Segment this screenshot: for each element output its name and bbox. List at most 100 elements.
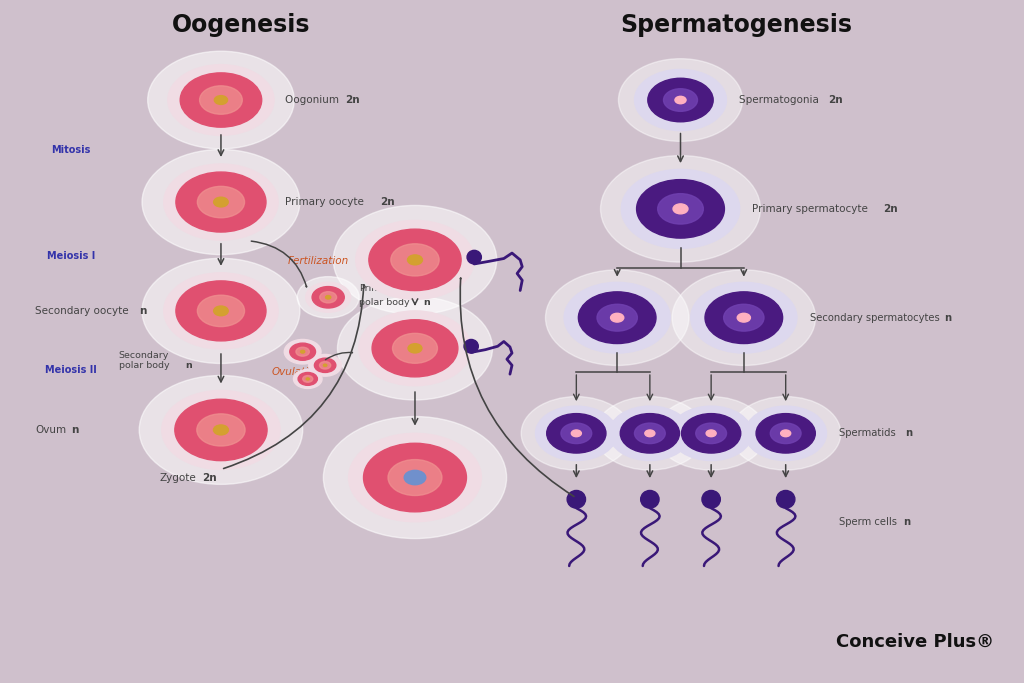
Circle shape	[139, 376, 303, 484]
Circle shape	[309, 354, 341, 376]
Circle shape	[621, 414, 680, 453]
Circle shape	[561, 423, 592, 443]
Text: n: n	[423, 298, 430, 307]
Circle shape	[306, 378, 309, 380]
Circle shape	[618, 59, 742, 141]
Circle shape	[744, 406, 826, 460]
Text: Secondary oocyte: Secondary oocyte	[35, 306, 129, 316]
Circle shape	[635, 70, 726, 130]
Circle shape	[609, 406, 691, 460]
Ellipse shape	[467, 251, 481, 264]
Circle shape	[348, 433, 481, 522]
Circle shape	[364, 443, 467, 512]
Text: Primary: Primary	[358, 284, 396, 293]
Text: Spermatogenesis: Spermatogenesis	[621, 13, 853, 37]
Circle shape	[610, 313, 624, 322]
Circle shape	[303, 376, 312, 382]
Circle shape	[314, 358, 336, 372]
FancyArrowPatch shape	[251, 241, 306, 287]
Text: n: n	[139, 306, 146, 316]
Circle shape	[200, 86, 243, 114]
Circle shape	[648, 79, 713, 122]
Circle shape	[290, 343, 315, 360]
Circle shape	[707, 430, 716, 436]
Circle shape	[546, 270, 689, 365]
Circle shape	[213, 425, 228, 435]
Circle shape	[142, 258, 300, 363]
Circle shape	[536, 406, 617, 460]
Circle shape	[214, 96, 227, 104]
Text: Conceive Plus®: Conceive Plus®	[837, 633, 994, 651]
Circle shape	[297, 277, 359, 318]
Circle shape	[198, 186, 245, 218]
Circle shape	[635, 423, 666, 443]
Text: Meiosis II: Meiosis II	[45, 365, 96, 375]
Circle shape	[324, 364, 327, 367]
Circle shape	[142, 150, 300, 255]
Text: n: n	[185, 361, 191, 370]
Text: 2n: 2n	[345, 95, 359, 105]
FancyArrowPatch shape	[223, 285, 364, 469]
Circle shape	[162, 391, 281, 469]
Text: polar body: polar body	[119, 361, 169, 370]
Circle shape	[407, 472, 423, 483]
Circle shape	[672, 270, 815, 365]
Text: Spermatids: Spermatids	[839, 428, 902, 438]
Text: Primary spermatocyte: Primary spermatocyte	[752, 204, 874, 214]
Circle shape	[597, 304, 637, 331]
Circle shape	[404, 471, 426, 485]
Circle shape	[656, 397, 766, 470]
Circle shape	[408, 344, 422, 353]
Text: polar body: polar body	[358, 298, 410, 307]
Circle shape	[355, 221, 474, 299]
Circle shape	[296, 347, 309, 357]
Circle shape	[319, 361, 331, 369]
Circle shape	[770, 423, 801, 443]
Circle shape	[408, 255, 423, 265]
Circle shape	[521, 397, 632, 470]
Circle shape	[737, 313, 751, 322]
Circle shape	[214, 306, 228, 316]
Circle shape	[645, 430, 655, 436]
Circle shape	[324, 417, 507, 539]
Text: 2n: 2n	[203, 473, 217, 483]
Text: n: n	[71, 425, 78, 435]
Circle shape	[176, 172, 266, 232]
Circle shape	[338, 296, 493, 400]
Circle shape	[671, 406, 752, 460]
Text: 2n: 2n	[381, 197, 395, 207]
Text: Ovum: Ovum	[35, 425, 67, 435]
Circle shape	[306, 282, 350, 312]
Circle shape	[756, 414, 815, 453]
Circle shape	[637, 180, 724, 238]
Circle shape	[214, 197, 228, 207]
Circle shape	[391, 244, 439, 276]
Circle shape	[358, 311, 471, 386]
Circle shape	[298, 372, 317, 385]
Ellipse shape	[464, 339, 478, 353]
Circle shape	[285, 339, 322, 364]
Circle shape	[780, 430, 791, 436]
Circle shape	[595, 397, 705, 470]
Text: n: n	[944, 313, 951, 322]
Text: Meiosis I: Meiosis I	[47, 251, 95, 261]
Circle shape	[164, 273, 279, 349]
Circle shape	[547, 414, 606, 453]
Circle shape	[176, 281, 266, 341]
Circle shape	[175, 400, 267, 460]
Circle shape	[675, 96, 686, 104]
Circle shape	[312, 287, 344, 308]
Text: Ovulation: Ovulation	[272, 367, 323, 377]
Circle shape	[388, 460, 442, 495]
Circle shape	[730, 397, 841, 470]
Circle shape	[691, 282, 797, 353]
Circle shape	[673, 204, 688, 214]
Circle shape	[705, 292, 782, 344]
Text: Primary oocyte: Primary oocyte	[286, 197, 371, 207]
Circle shape	[164, 164, 279, 240]
Text: n: n	[903, 517, 910, 527]
Circle shape	[294, 370, 323, 389]
Text: 2n: 2n	[883, 204, 897, 214]
Text: 2n: 2n	[828, 95, 843, 105]
Ellipse shape	[567, 490, 586, 508]
